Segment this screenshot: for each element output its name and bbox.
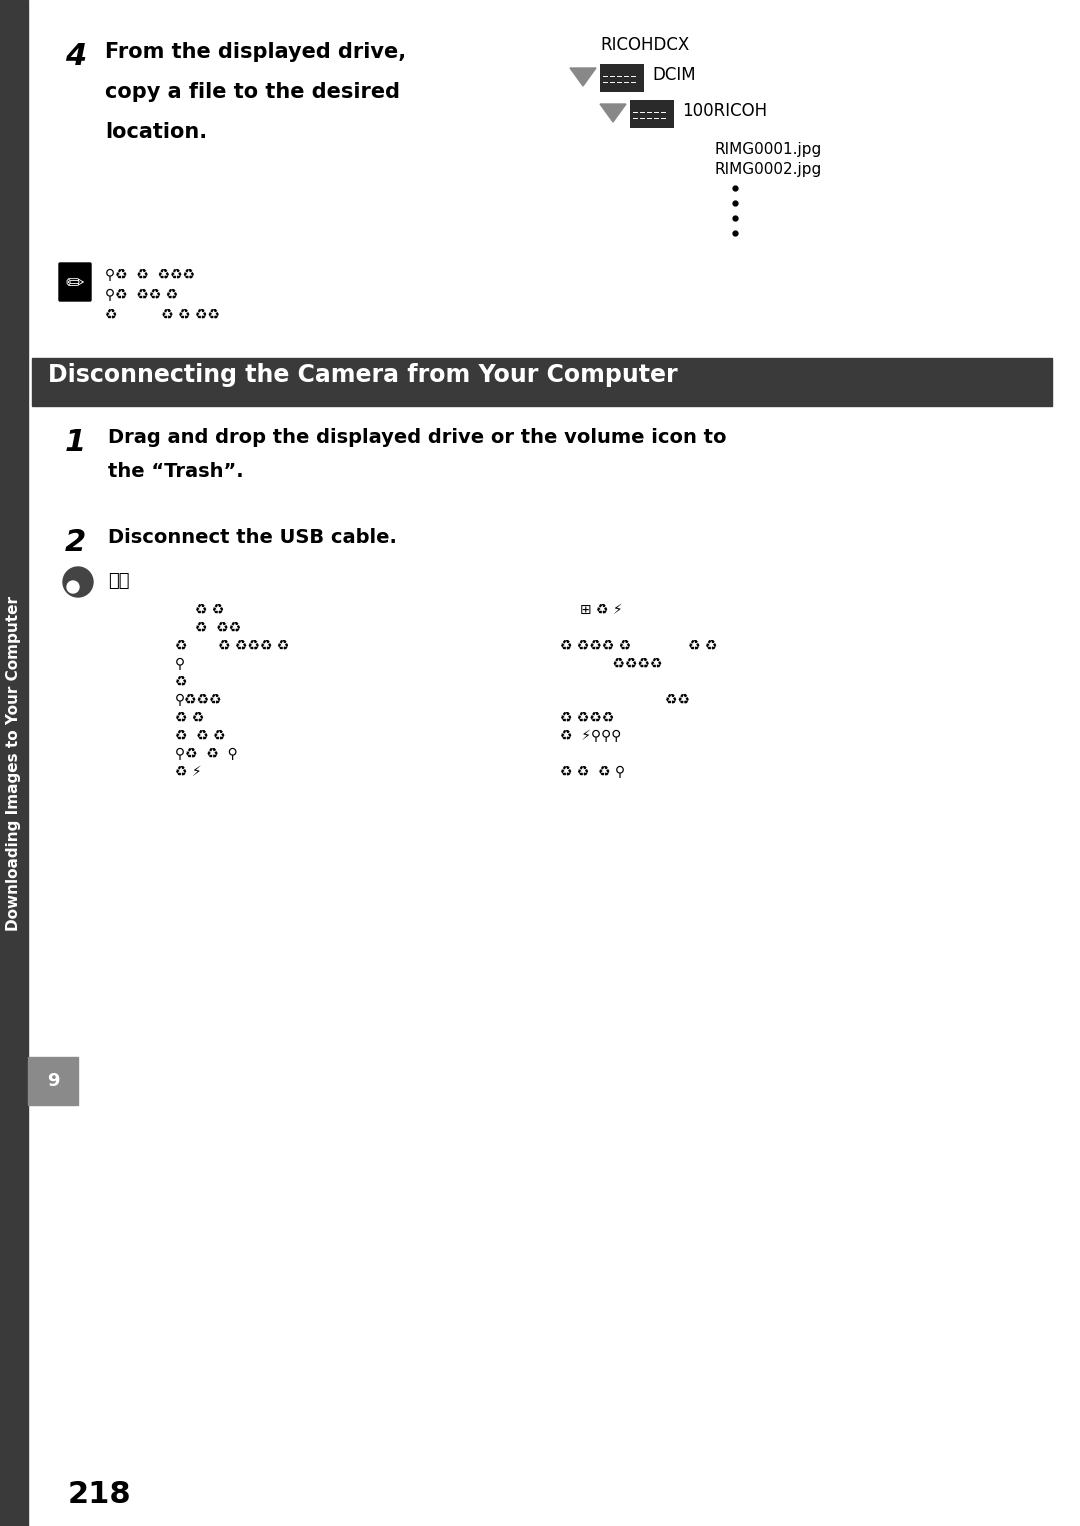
Text: ♻ ⚡: ♻ ⚡	[175, 765, 202, 778]
Text: Downloading Images to Your Computer: Downloading Images to Your Computer	[6, 595, 22, 931]
Circle shape	[63, 568, 93, 597]
Text: ♻ ♻  ♻ ⚲: ♻ ♻ ♻ ⚲	[561, 765, 625, 778]
Text: ⚲♻  ♻♻ ♻: ⚲♻ ♻♻ ♻	[105, 288, 178, 302]
FancyBboxPatch shape	[59, 262, 91, 301]
Text: RIMG0001.jpg: RIMG0001.jpg	[715, 142, 822, 157]
Text: ⚲: ⚲	[175, 658, 185, 671]
Bar	[28, 1058, 78, 1105]
Bar	[0, 0, 28, 1526]
Bar	[630, 101, 674, 128]
Text: ♻ ♻♻♻: ♻ ♻♻♻	[561, 711, 615, 725]
Text: 9: 9	[46, 1071, 59, 1090]
Text: Drag and drop the displayed drive or the volume icon to: Drag and drop the displayed drive or the…	[108, 427, 727, 447]
Text: ⚲♻♻♻: ⚲♻♻♻	[175, 693, 222, 707]
Text: ♻  ♻ ♻: ♻ ♻ ♻	[175, 729, 226, 743]
Text: copy a file to the desired: copy a file to the desired	[105, 82, 400, 102]
Text: 4: 4	[65, 43, 86, 72]
Polygon shape	[600, 104, 626, 122]
Text: ♻ ♻: ♻ ♻	[195, 603, 225, 617]
Text: Disconnect the USB cable.: Disconnect the USB cable.	[108, 528, 396, 546]
Text: ⚲♻  ♻  ⚲: ⚲♻ ♻ ⚲	[175, 748, 238, 761]
Text: ♻♻: ♻♻	[561, 693, 690, 707]
Circle shape	[67, 581, 79, 594]
Text: 218: 218	[68, 1480, 132, 1509]
Bar	[32, 359, 1052, 406]
Text: 言語: 言語	[108, 572, 130, 591]
Text: From the displayed drive,: From the displayed drive,	[105, 43, 406, 63]
Text: 2: 2	[65, 528, 86, 557]
Text: RICOHDCX: RICOHDCX	[600, 37, 689, 53]
Text: ✏: ✏	[66, 275, 84, 295]
Bar	[600, 64, 644, 92]
Text: ⊞ ♻ ⚡: ⊞ ♻ ⚡	[580, 603, 623, 617]
Polygon shape	[570, 69, 596, 85]
Text: 1: 1	[65, 427, 86, 456]
Text: DCIM: DCIM	[652, 66, 696, 84]
Text: RIMG0002.jpg: RIMG0002.jpg	[715, 162, 822, 177]
Text: ⚲♻  ♻  ♻♻♻: ⚲♻ ♻ ♻♻♻	[105, 269, 195, 282]
Text: ♻ ♻: ♻ ♻	[175, 711, 204, 725]
Text: ♻♻♻♻: ♻♻♻♻	[561, 658, 662, 671]
Text: the “Trash”.: the “Trash”.	[108, 462, 244, 481]
Text: 100RICOH: 100RICOH	[681, 102, 767, 121]
Text: ♻       ♻ ♻♻♻ ♻: ♻ ♻ ♻♻♻ ♻	[175, 639, 289, 653]
Text: ♻ ♻♻♻ ♻             ♻ ♻: ♻ ♻♻♻ ♻ ♻ ♻	[561, 639, 717, 653]
Text: location.: location.	[105, 122, 207, 142]
Text: ♻  ⚡⚲⚲⚲: ♻ ⚡⚲⚲⚲	[561, 729, 621, 743]
Text: ♻: ♻	[175, 674, 188, 690]
Text: Disconnecting the Camera from Your Computer: Disconnecting the Camera from Your Compu…	[48, 363, 677, 388]
Text: ♻          ♻ ♻ ♻♻: ♻ ♻ ♻ ♻♻	[105, 308, 220, 322]
Text: ♻  ♻♻: ♻ ♻♻	[195, 621, 241, 635]
